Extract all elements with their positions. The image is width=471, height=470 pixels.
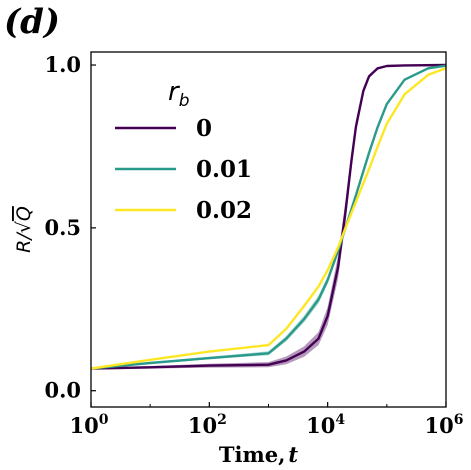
legend-label: 0.01: [196, 156, 252, 183]
legend-title: rb: [168, 77, 190, 111]
y-tick-label: 1.0: [44, 52, 81, 77]
panel-label: (d): [4, 2, 60, 42]
x-tick-exponent: 0: [99, 412, 109, 428]
series-0-01-line: [90, 64, 447, 370]
y-axis-label: R/√Q: [13, 206, 35, 253]
x-tick-label: 102: [188, 412, 227, 438]
legend-title-base: r: [168, 77, 181, 107]
series-0-band: [91, 65, 446, 370]
legend: rb0 0.01 0.02: [115, 77, 252, 224]
y-label-radical: √: [13, 220, 35, 233]
series-0-02-line: [90, 67, 447, 370]
legend-title-subscript: b: [179, 91, 190, 111]
legend-label: 0.02: [196, 197, 252, 224]
x-tick-base: 10: [306, 413, 335, 438]
y-label-denominator: Q: [13, 206, 35, 221]
x-tick-base: 10: [70, 413, 99, 438]
x-axis-label-text: Time,: [219, 442, 286, 467]
x-tick-base: 10: [425, 413, 454, 438]
legend-label: 0: [196, 115, 212, 142]
series-0-01-band: [91, 65, 446, 370]
x-tick-exponent: 2: [217, 412, 227, 428]
x-tick-label: 104: [306, 412, 345, 438]
y-axis-label-group: R/√Q: [13, 206, 35, 253]
x-tick-exponent: 6: [454, 412, 464, 428]
x-tick-base: 10: [188, 413, 217, 438]
x-axis-label-variable: t: [288, 442, 298, 467]
y-tick-label: 0.0: [44, 378, 81, 403]
x-tick-label: 100: [70, 412, 109, 438]
y-tick-label: 0.5: [44, 215, 81, 240]
series-0-line: [90, 63, 447, 370]
x-axis-label: Time, t: [219, 442, 299, 467]
y-label-numerator: R/: [13, 231, 35, 253]
plot-layer: [90, 63, 447, 370]
x-tick-exponent: 4: [335, 412, 345, 428]
x-tick-label: 106: [425, 412, 464, 438]
